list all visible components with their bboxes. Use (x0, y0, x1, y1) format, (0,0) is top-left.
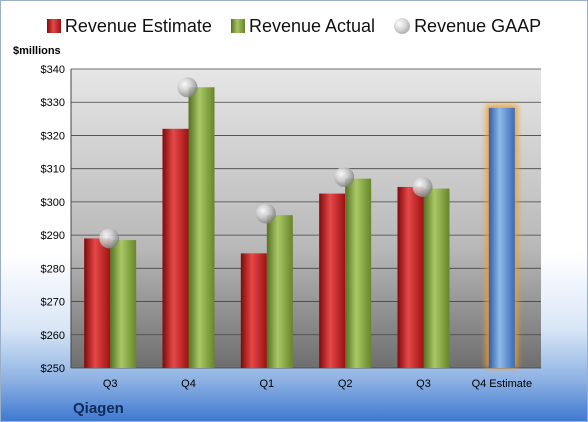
company-name: Qiagen (73, 400, 124, 417)
legend-item-gaap: Revenue GAAP (394, 16, 541, 37)
marker-revenue-gaap (177, 77, 198, 98)
x-tick-label: Q2 (338, 378, 353, 390)
bar-revenue-actual (266, 215, 293, 368)
y-tick-label: $300 (41, 197, 65, 209)
gridlines (70, 68, 541, 369)
y-tick-label: $270 (41, 297, 65, 309)
x-tick-label: Q4 Estimate (472, 378, 533, 390)
bars (84, 87, 518, 369)
legend-item-estimate: Revenue Estimate (46, 15, 212, 37)
y-tick-label: $320 (41, 130, 65, 142)
legend-label-estimate: Revenue Estimate (64, 15, 212, 36)
bar-revenue-actual (188, 87, 215, 369)
marker-revenue-gaap (99, 228, 120, 249)
legend-item-actual: Revenue Actual (230, 15, 376, 37)
marker-revenue-gaap (412, 176, 433, 197)
y-tick-label: $330 (41, 97, 65, 109)
bar-revenue-estimate (397, 186, 424, 368)
marker-revenue-gaap (334, 166, 355, 187)
bar-revenue-actual (345, 178, 372, 368)
y-tick-label: $290 (41, 230, 65, 242)
bar-revenue-estimate (162, 128, 189, 368)
bar-revenue-estimate (84, 238, 111, 368)
x-tick-label: Q3 (103, 378, 118, 390)
marker-revenue-gaap (255, 203, 276, 224)
bar-revenue-actual (423, 188, 450, 368)
x-tick-label: Q3 (416, 378, 431, 390)
y-axis: $250 $260 $270 $280 $290 $300 $310 $320 $330 $340 (41, 64, 65, 375)
y-axis-unit-label: $millions (13, 45, 61, 57)
bar-revenue-actual (110, 240, 137, 368)
x-tick-label: Q1 (259, 378, 274, 390)
y-tick-label: $280 (41, 263, 65, 275)
bar-revenue-estimate (319, 193, 346, 368)
y-tick-label: $260 (41, 330, 65, 342)
y-tick-label: $340 (41, 64, 65, 76)
x-tick-label: Q4 (181, 378, 196, 390)
legend-swatch-estimate (46, 18, 61, 33)
legend-label-gaap: Revenue GAAP (414, 15, 542, 36)
y-tick-label: $250 (41, 363, 65, 375)
bar-estimate-highlight (488, 107, 515, 369)
x-axis: Q3 Q4 Q1 Q2 Q3 Q4 Estimate (103, 378, 532, 390)
bar-revenue-estimate (240, 253, 267, 368)
gaap-markers (99, 77, 433, 249)
legend-swatch-gaap (394, 17, 411, 34)
y-tick-label: $310 (41, 164, 65, 176)
legend-label-actual: Revenue Actual (248, 15, 376, 36)
plot-area (71, 69, 541, 368)
legend-swatch-actual (230, 18, 245, 33)
legend: Revenue Estimate Revenue Actual Revenue … (1, 15, 587, 37)
